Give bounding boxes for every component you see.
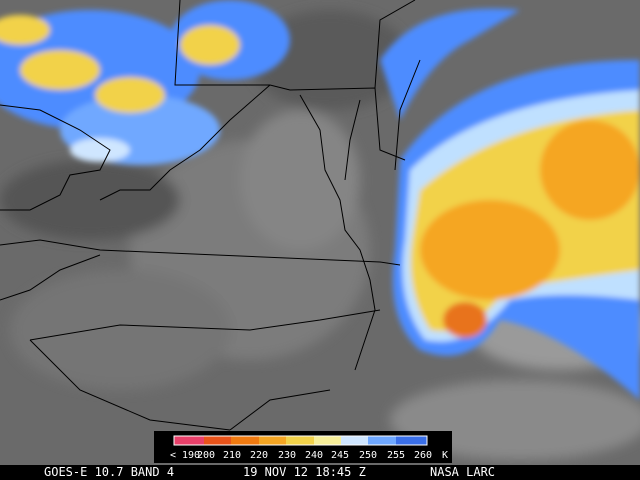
colorbar-label: K xyxy=(442,450,448,461)
colorbar-label: < 190 xyxy=(170,450,200,461)
colorbar-label: 250 xyxy=(359,450,377,461)
colorbar-label: 200 xyxy=(197,450,215,461)
source-label: NASA LARC xyxy=(430,465,495,479)
colorbar-label: 260 xyxy=(414,450,432,461)
colorbar-label: 220 xyxy=(250,450,268,461)
colorbar-label: 210 xyxy=(223,450,241,461)
colorbar-label: 245 xyxy=(331,450,349,461)
satellite-label: GOES-E 10.7 BAND 4 xyxy=(44,465,174,479)
colorbar-label: 240 xyxy=(305,450,323,461)
cloud-northwest xyxy=(0,0,290,165)
colorbar xyxy=(173,435,428,446)
cloud-storm xyxy=(380,8,640,400)
time-label: 19 NOV 12 18:45 Z xyxy=(243,465,366,479)
colorbar-label: 230 xyxy=(278,450,296,461)
footer-bar xyxy=(0,465,640,480)
colorbar-label: 255 xyxy=(387,450,405,461)
borders xyxy=(0,0,421,431)
